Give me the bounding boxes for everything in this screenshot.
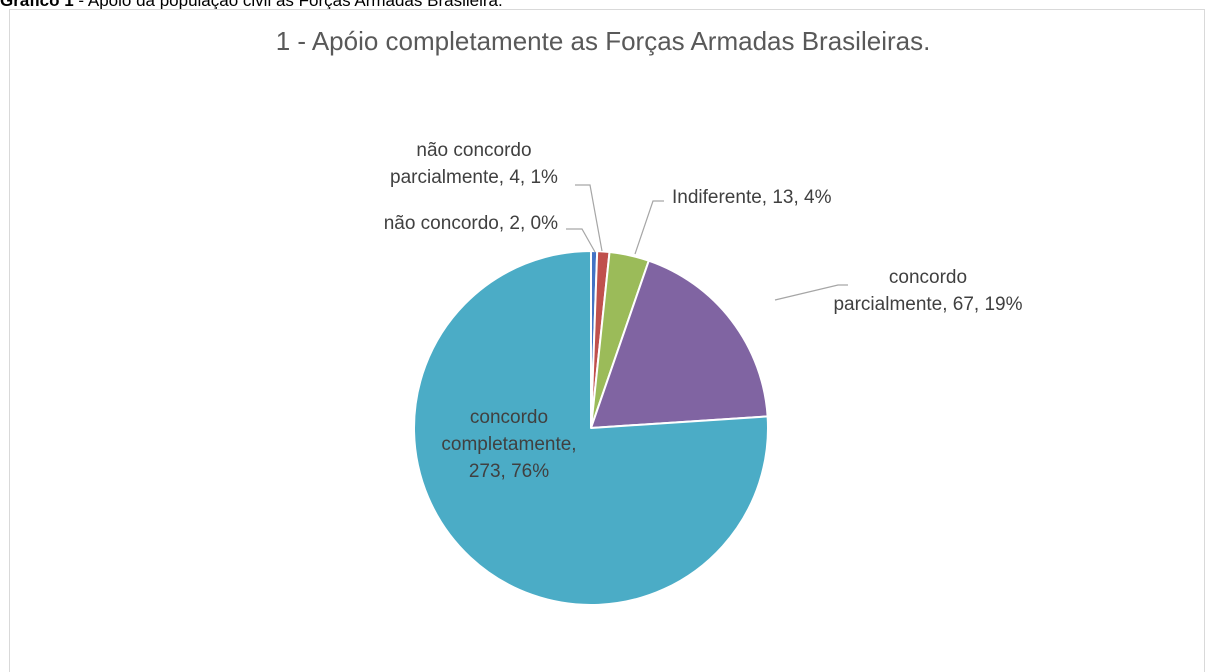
chart-title: 1 - Apóio completamente as Forças Armada… [275, 26, 931, 56]
data-label-line: parcialmente, 4, 1% [390, 167, 558, 188]
figure-caption-text: - Apoio da população civil as Forças Arm… [73, 0, 503, 10]
data-label-3: concordo parcialmente, 67, 19% [833, 267, 1022, 315]
leader-line-3 [774, 284, 848, 301]
data-label-0: não concordo, 2, 0% [384, 213, 558, 234]
figure-caption-prefix: Gráfico 1 [0, 0, 74, 10]
data-label-2: Indiferente, 13, 4% [672, 187, 832, 208]
figure-caption: Gráfico 1 - Apoio da população civil as … [0, 0, 503, 11]
leader-line-2 [634, 200, 664, 255]
data-label-line: não concordo, 2, 0% [384, 213, 558, 234]
pie-slice-concordo-parcialmente [590, 259, 769, 429]
pie-slice-concordo-completamente [413, 250, 769, 606]
data-label-line: completamente, [441, 434, 576, 455]
data-label-line: 273, 76% [469, 461, 549, 482]
data-label-line: Indiferente, 13, 4% [672, 187, 832, 208]
data-label-line: concordo [889, 267, 967, 288]
data-label-line: parcialmente, 67, 19% [833, 294, 1022, 315]
data-label-4: concordo completamente, 273, 76% [441, 407, 576, 482]
data-label-line: concordo [470, 407, 548, 428]
leader-line-1 [575, 184, 603, 252]
data-label-line: não concordo [416, 140, 531, 161]
leader-line-0 [566, 228, 596, 253]
data-label-1: não concordo parcialmente, 4, 1% [390, 140, 558, 188]
